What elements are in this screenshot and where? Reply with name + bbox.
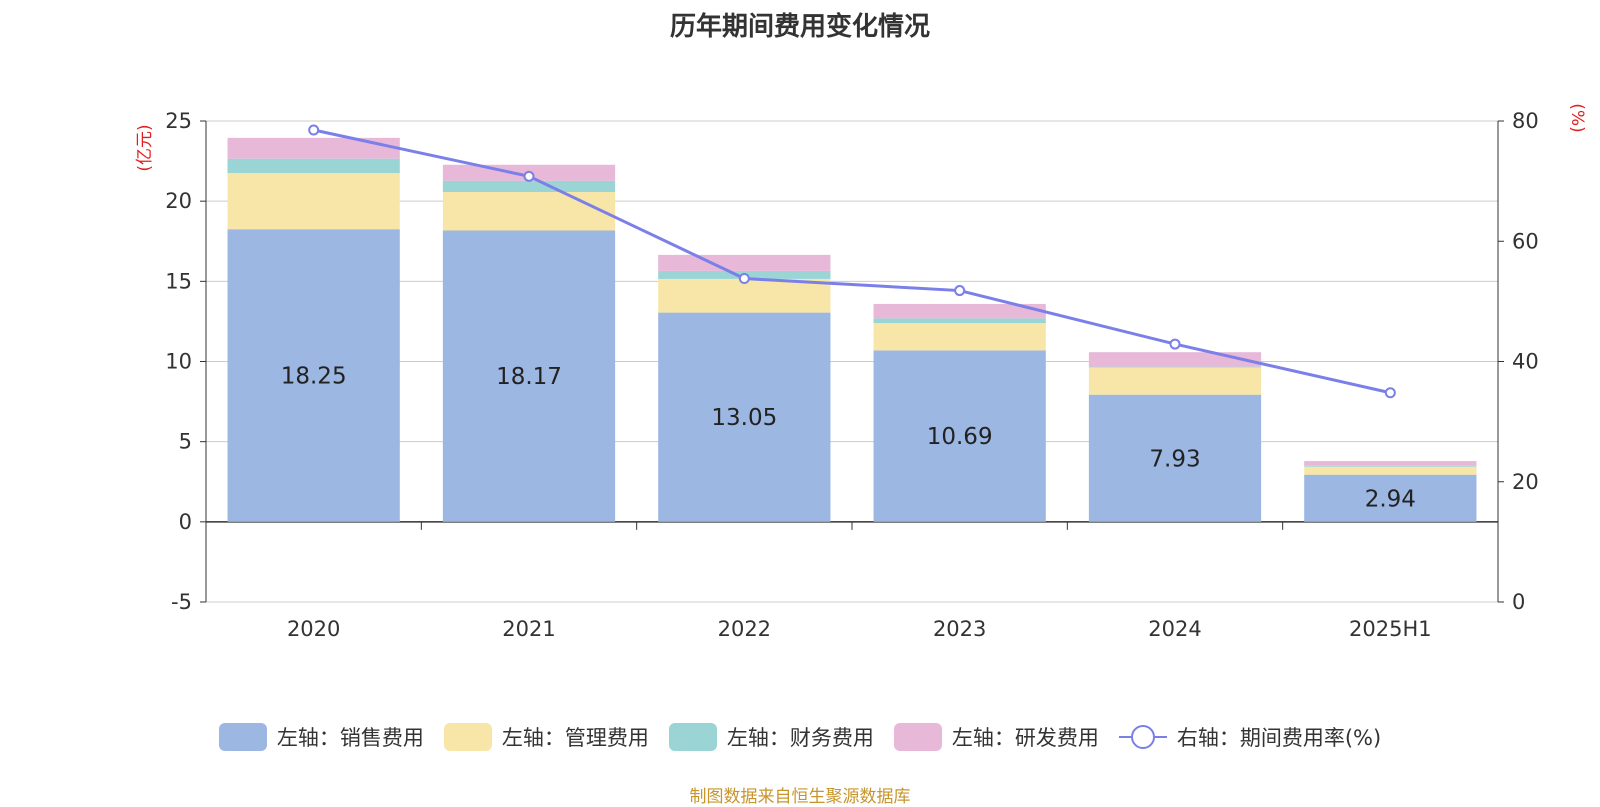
right-axis-unit: (%)	[1567, 103, 1587, 132]
bar-data-label: 2.94	[1365, 486, 1416, 512]
bar-segment	[873, 350, 1046, 522]
left-axis-tick-label: 20	[165, 189, 192, 213]
bar-segment	[442, 230, 616, 522]
legend-swatch	[218, 723, 267, 751]
bar-segment	[227, 137, 400, 159]
legend-label: 左轴：管理费用	[501, 726, 649, 750]
chart-area: -5 0 5 10 15 20 25 0 20 40 60 80 (亿元) (%) 18.25 2020 18.…	[135, 103, 1587, 641]
legend-item[interactable]: 右轴：期间费用率(%)	[1118, 722, 1382, 752]
bar-segment	[873, 323, 1046, 351]
bar-segment	[658, 254, 831, 271]
legend-swatch	[443, 723, 492, 751]
left-axis-tick-label: 10	[165, 350, 192, 374]
legend-label: 左轴：销售费用	[276, 726, 424, 750]
legend-item[interactable]: 左轴：销售费用	[218, 722, 424, 752]
rate-point	[523, 170, 535, 182]
bar-segment	[1304, 465, 1477, 467]
legend-swatch	[893, 723, 942, 751]
bar-data-label: 18.17	[496, 364, 562, 390]
bar-segment	[442, 180, 616, 193]
bar-segment	[227, 173, 400, 230]
bar-segment	[1088, 394, 1262, 522]
rate-point	[308, 124, 320, 136]
legend-label: 左轴：财务费用	[726, 726, 874, 750]
bar-segment	[227, 158, 400, 174]
rate-point	[1384, 387, 1396, 399]
legend: 左轴：销售费用 左轴：管理费用 左轴：财务费用 左轴：研发费用 右轴：期间费用率(%)	[0, 722, 1600, 752]
bar-segment	[873, 303, 1046, 319]
left-axis-unit: (亿元)	[135, 124, 155, 171]
bar-segment	[1088, 366, 1262, 368]
data-source: 制图数据来自恒生聚源数据库	[689, 787, 911, 807]
rate-line	[313, 128, 1391, 395]
legend-line-marker-icon	[1118, 723, 1167, 751]
right-axis-tick-label: 0	[1512, 590, 1525, 614]
bar-segment	[227, 229, 400, 522]
legend-label: 右轴：期间费用率(%)	[1176, 726, 1382, 750]
bar-data-label: 18.25	[281, 364, 347, 390]
bar-segment	[658, 278, 831, 313]
right-axis-tick-label: 20	[1512, 470, 1539, 494]
bar-data-label: 7.93	[1149, 446, 1200, 472]
bar-segment	[873, 318, 1046, 324]
category-label: 2025H1	[1349, 617, 1432, 641]
bar-segment	[442, 192, 616, 231]
chart-title: 历年期间费用变化情况	[669, 12, 930, 42]
legend-item[interactable]: 左轴：管理费用	[443, 722, 649, 752]
bar-segment	[1304, 461, 1477, 466]
category-label: 2024	[1148, 617, 1201, 641]
category-label: 2020	[287, 617, 340, 641]
left-axis-tick-label: 5	[179, 430, 192, 454]
bar-data-label: 13.05	[711, 405, 777, 431]
bar-segment	[1304, 466, 1477, 475]
legend-item[interactable]: 左轴：研发费用	[893, 722, 1099, 752]
category-label: 2022	[718, 617, 771, 641]
bar-data-label: 10.69	[927, 424, 993, 450]
left-axis-tick-label: 15	[165, 269, 192, 293]
left-axis-tick-label: 25	[165, 109, 192, 133]
legend-swatch	[668, 723, 717, 751]
rate-point	[954, 285, 966, 297]
legend-item[interactable]: 左轴：财务费用	[668, 722, 874, 752]
bar-segment	[658, 312, 831, 522]
category-label: 2021	[502, 617, 555, 641]
right-axis-tick-label: 40	[1512, 350, 1539, 374]
bar-segment	[1088, 367, 1262, 395]
left-axis-tick-label: -5	[171, 590, 192, 614]
legend-label: 左轴：研发费用	[951, 726, 1099, 750]
right-axis-tick-label: 80	[1512, 109, 1539, 133]
left-axis-tick-label: 0	[179, 510, 192, 534]
rate-point	[738, 273, 750, 285]
bar-segment	[1088, 352, 1262, 367]
category-label: 2023	[933, 617, 986, 641]
rate-point	[1169, 338, 1181, 350]
bar-segment	[1304, 474, 1477, 522]
right-axis-tick-label: 60	[1512, 229, 1539, 253]
